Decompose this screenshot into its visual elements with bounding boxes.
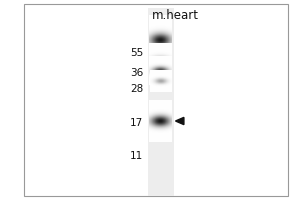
Text: 36: 36 xyxy=(130,68,143,78)
Text: m.heart: m.heart xyxy=(152,9,199,22)
Bar xyxy=(148,8,173,196)
Text: 11: 11 xyxy=(130,151,143,161)
Bar xyxy=(24,4,288,196)
Polygon shape xyxy=(176,117,184,125)
Text: 55: 55 xyxy=(130,48,143,58)
Text: 17: 17 xyxy=(130,118,143,128)
Text: 28: 28 xyxy=(130,84,143,94)
